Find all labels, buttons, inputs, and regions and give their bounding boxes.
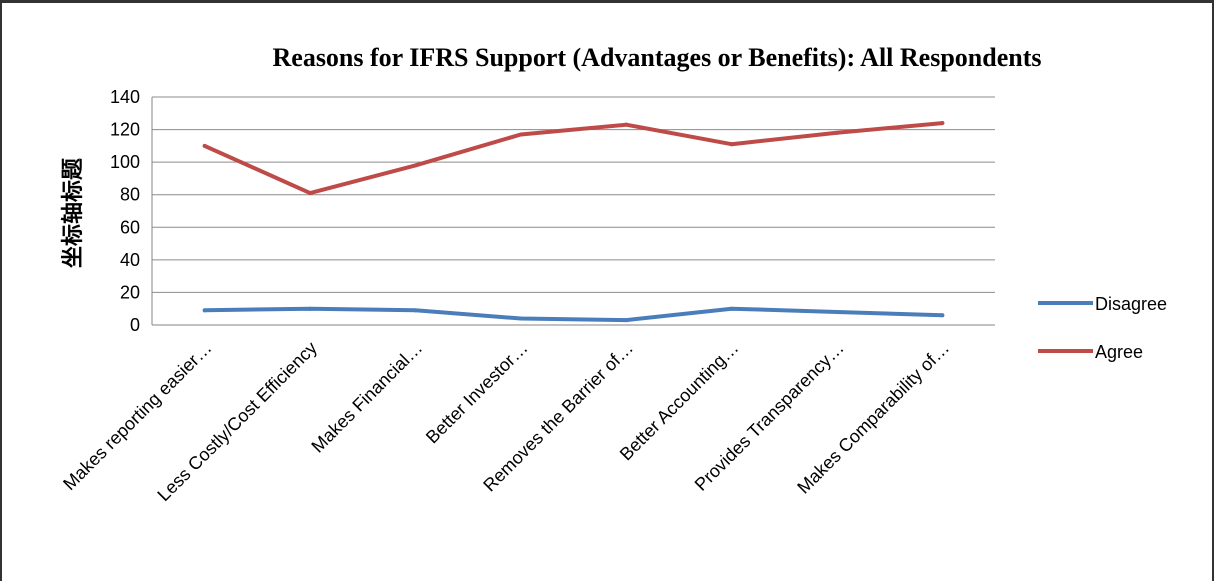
data-point (413, 163, 418, 168)
y-tick-label: 120 (110, 120, 140, 140)
series-line-agree (202, 121, 945, 196)
legend-label: Agree (1095, 342, 1143, 362)
y-tick-label: 100 (110, 152, 140, 172)
x-axis-categories: Makes reporting easier…Less Costly/Cost … (59, 338, 953, 505)
data-point (729, 142, 734, 147)
data-point (518, 132, 523, 137)
data-point (308, 306, 313, 311)
data-point (834, 309, 839, 314)
y-tick-label: 80 (120, 185, 140, 205)
gridlines (151, 96, 995, 326)
series-line-disagree (202, 306, 945, 323)
data-point (940, 121, 945, 126)
data-point (518, 316, 523, 321)
legend-label: Disagree (1095, 294, 1167, 314)
data-point (413, 308, 418, 313)
data-point (729, 306, 734, 311)
y-tick-label: 0 (130, 315, 140, 335)
x-category-label: Better Accounting… (616, 338, 743, 465)
data-point (940, 313, 945, 318)
data-point (202, 143, 207, 148)
data-point (308, 191, 313, 196)
y-tick-label: 140 (110, 87, 140, 107)
data-point (834, 130, 839, 135)
y-tick-label: 20 (120, 282, 140, 302)
chart-title: Reasons for IFRS Support (Advantages or … (273, 43, 1042, 72)
legend: Disagree Agree (1038, 294, 1167, 362)
series-lines (202, 121, 945, 323)
data-point (624, 122, 629, 127)
data-point (624, 318, 629, 323)
x-category-label: Better Investor… (422, 338, 532, 448)
y-axis-label: 坐标轴标题 (60, 157, 86, 268)
y-tick-label: 60 (120, 217, 140, 237)
y-axis-ticks: 0 20 40 60 80 100 120 140 (110, 87, 140, 335)
data-point (202, 308, 207, 313)
x-category-label: Makes Financial… (307, 338, 426, 457)
y-tick-label: 40 (120, 250, 140, 270)
